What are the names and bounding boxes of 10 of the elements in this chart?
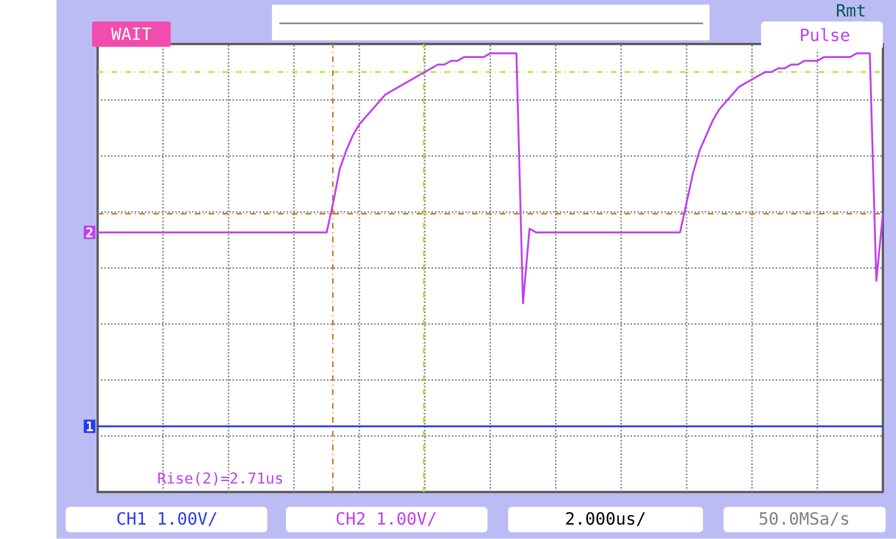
text: Pulse <box>801 28 850 42</box>
series-label: 2 <box>86 228 92 238</box>
series-label: 1 <box>86 422 93 432</box>
text: Rmt <box>836 4 865 17</box>
text: Rise(2)=2.71us <box>158 472 282 486</box>
text: 50.0MSa/s <box>760 512 848 526</box>
text: 2.000us/ <box>566 512 645 526</box>
text: CH1 1.00V/ <box>117 512 216 526</box>
text: WAIT <box>111 28 152 40</box>
text: CH2 1.00V/ <box>336 512 436 526</box>
